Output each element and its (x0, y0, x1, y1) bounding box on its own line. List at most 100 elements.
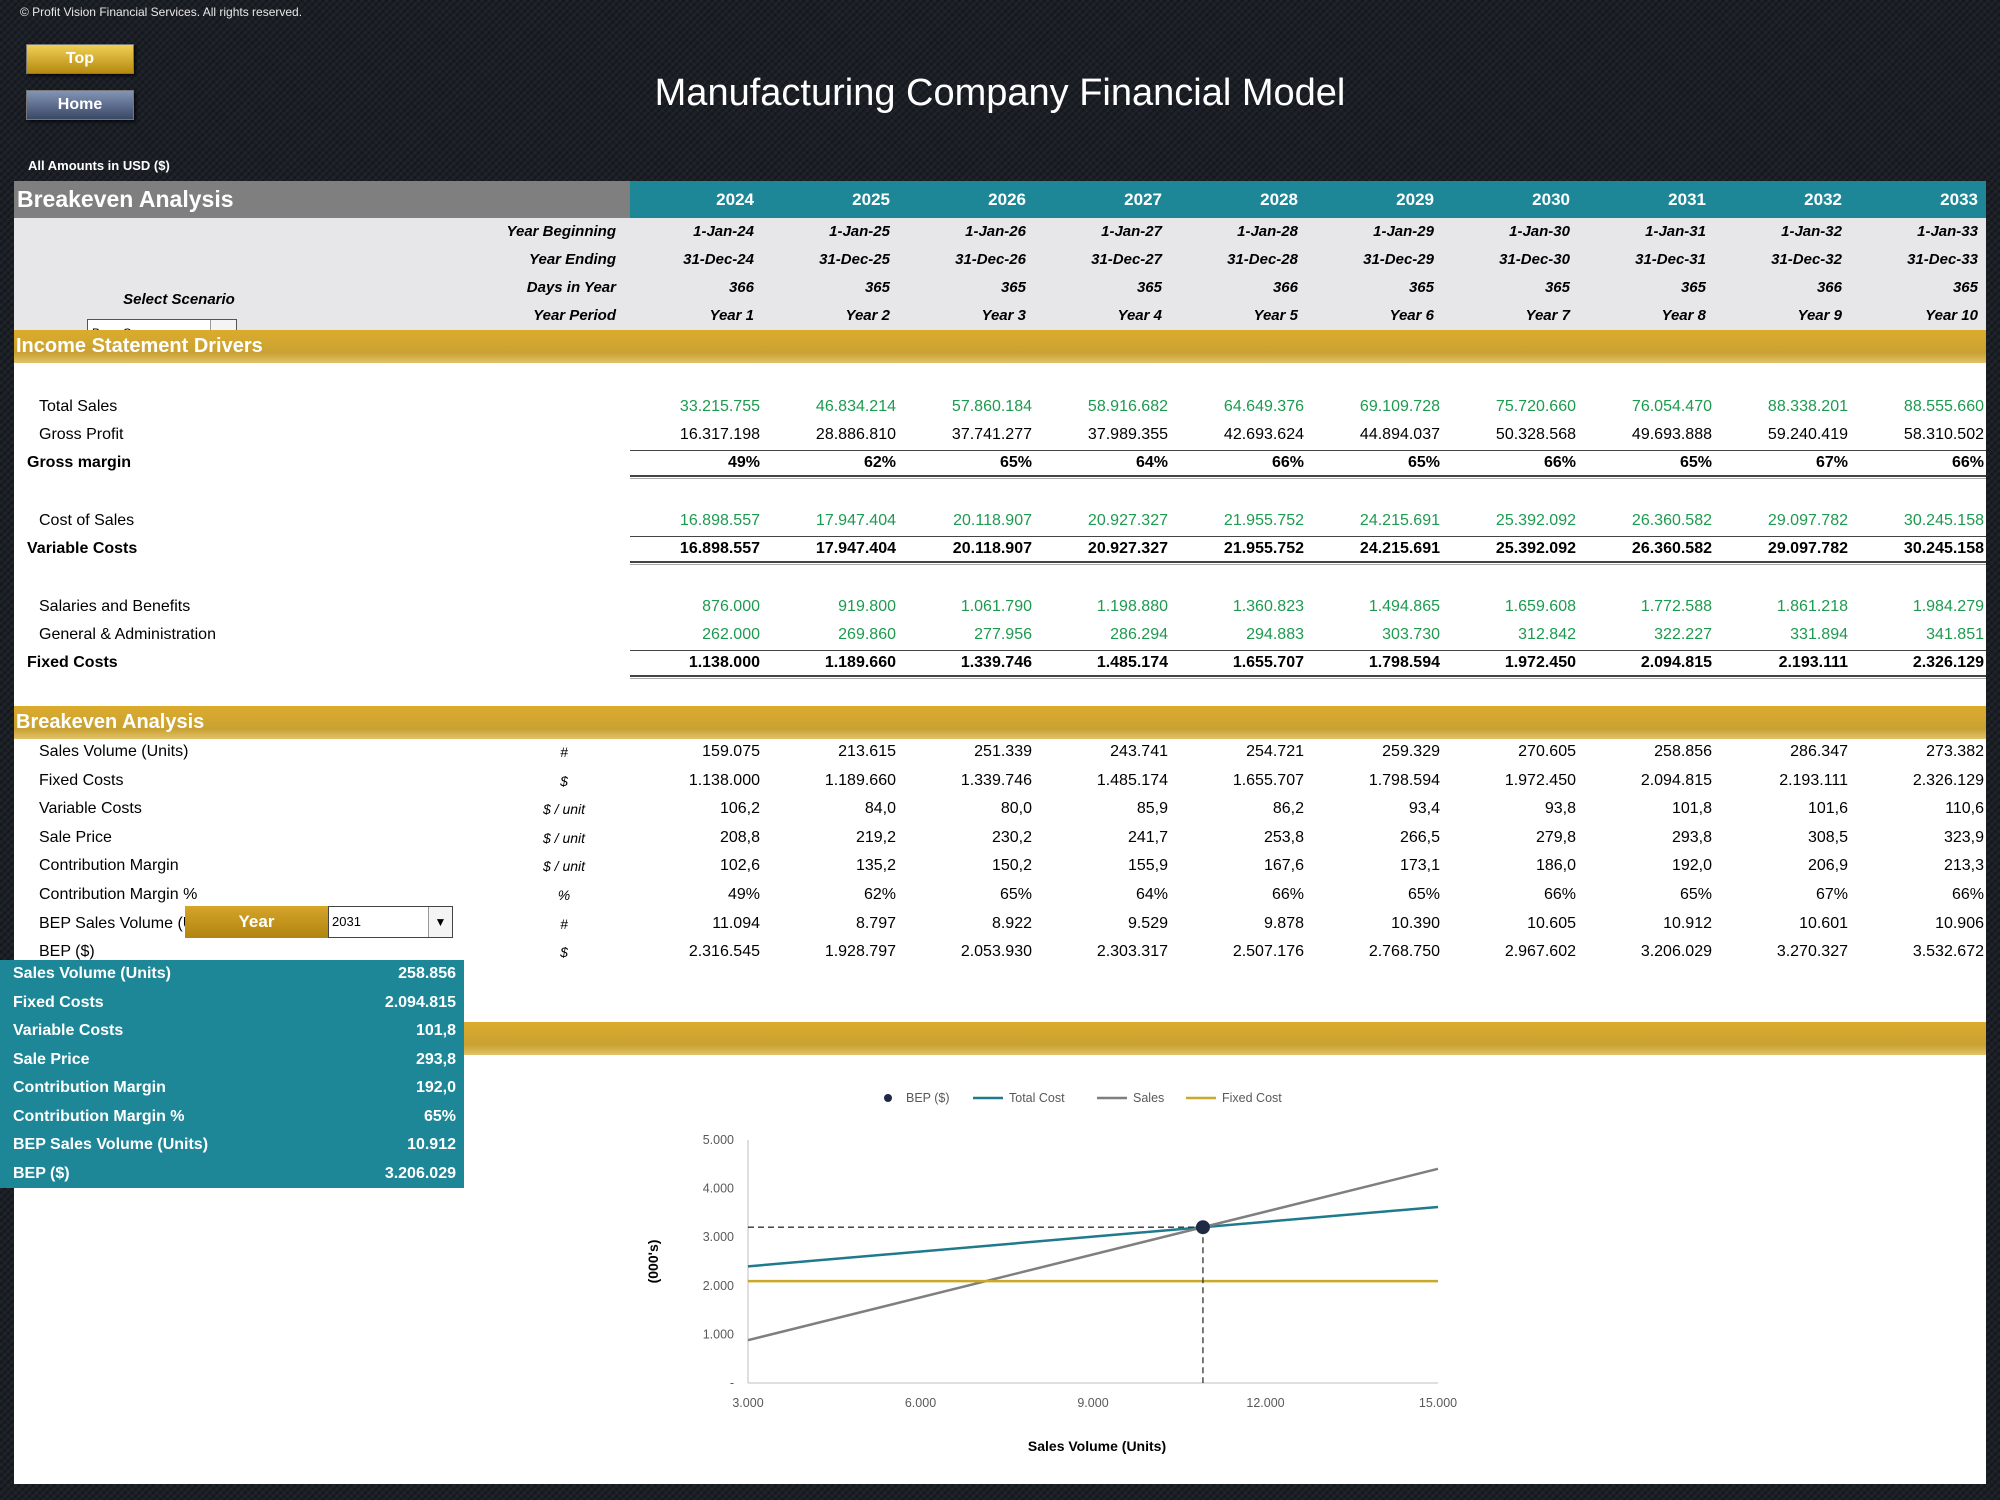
row-label: Total Sales (39, 398, 118, 415)
value-cell: 46.834.214 (815, 398, 896, 415)
value-cell: 1.198.880 (1096, 598, 1168, 615)
x-axis-label: Sales Volume (Units) (1028, 1438, 1166, 1454)
value-cell: 31-Dec-25 (819, 251, 890, 268)
value-cell: 251.339 (974, 743, 1032, 760)
year-header-cell: 2031 (1668, 190, 1706, 209)
year-header-cell: 2028 (1260, 190, 1298, 209)
summary-label: BEP ($) (13, 1164, 70, 1182)
value-cell: 62% (863, 454, 896, 471)
row-label: Sale Price (39, 828, 112, 846)
amounts-note: All Amounts in USD ($) (28, 158, 170, 173)
value-cell: 1-Jan-29 (1373, 223, 1434, 240)
legend-label: Sales (1133, 1091, 1164, 1105)
value-cell: 2.303.317 (1096, 943, 1168, 961)
breakeven-row: Contribution Margin $ / unit 102,6 135,2 150… (14, 855, 1986, 877)
total-underline (630, 675, 1986, 679)
year-header-cell: 2027 (1124, 190, 1162, 209)
summary-value: 293,8 (415, 1050, 456, 1068)
total-underline (630, 475, 1986, 479)
value-cell: 312.842 (1518, 626, 1576, 643)
home-button[interactable]: Home (26, 90, 134, 120)
value-cell: 1.138.000 (688, 771, 760, 789)
value-cell: 31-Dec-30 (1499, 251, 1570, 268)
value-cell: 192,0 (1671, 857, 1712, 875)
row-label: Contribution Margin (39, 857, 179, 875)
summary-label: Contribution Margin (13, 1079, 166, 1096)
chevron-down-icon[interactable]: ▼ (428, 907, 452, 937)
subtotal-line (630, 650, 1986, 651)
value-cell: 1.798.594 (1368, 771, 1440, 789)
value-cell: 1-Jan-24 (693, 223, 754, 240)
value-cell: 2.316.545 (688, 943, 760, 961)
value-cell: 150,2 (991, 857, 1032, 875)
value-cell: 365 (1952, 279, 1978, 296)
value-cell: 213.615 (838, 743, 896, 760)
value-cell: 1.138.000 (688, 654, 760, 671)
value-cell: 173,1 (1399, 857, 1440, 875)
value-cell: 366 (728, 279, 754, 296)
value-cell: 85,9 (1136, 800, 1168, 818)
year-header: 2024 2025 2026 2027 2028 2029 2030 2031 2032 2033 (630, 181, 1986, 218)
value-cell: 93,8 (1544, 800, 1576, 818)
value-cell: 2.193.111 (1779, 771, 1848, 789)
row-unit: # (560, 744, 568, 760)
row-unit: $ / unit (542, 858, 586, 875)
value-cell: 206,9 (1807, 857, 1848, 875)
row-label: Gross Profit (39, 426, 124, 443)
year-header-cell: 2033 (1940, 190, 1978, 209)
value-cell: 88.338.201 (1767, 398, 1848, 415)
year-header-cell: 2026 (988, 190, 1026, 209)
value-cell: 31-Dec-33 (1907, 251, 1978, 268)
value-cell: 86,2 (1272, 800, 1304, 818)
value-cell: 266,5 (1399, 828, 1440, 846)
value-cell: 16.898.557 (679, 540, 760, 557)
value-cell: 31-Dec-28 (1227, 251, 1298, 268)
value-cell: 277.956 (974, 626, 1032, 643)
date-row-begin: Year Beginning 1-Jan-24 1-Jan-25 1-Jan-26 1-… (14, 218, 1986, 246)
y-tick-label: 1.000 (703, 1327, 734, 1341)
value-cell: 308,5 (1807, 828, 1848, 846)
value-cell: 1.485.174 (1096, 654, 1168, 671)
value-cell: 10.912 (1663, 914, 1712, 932)
row-label: Variable Costs (27, 540, 138, 557)
value-cell: 1.798.594 (1368, 654, 1440, 671)
summary-value: 101,8 (415, 1022, 456, 1039)
value-cell: 365 (864, 279, 890, 296)
date-row-label: Year Period (533, 307, 616, 324)
value-cell: 101,6 (1807, 800, 1848, 818)
top-button[interactable]: Top (26, 44, 134, 74)
value-cell: 259.329 (1382, 743, 1440, 760)
value-cell: Year 1 (709, 307, 754, 324)
value-cell: 8.922 (991, 914, 1032, 932)
y-tick-label: - (730, 1376, 734, 1390)
value-cell: 365 (1000, 279, 1026, 296)
y-axis-label: (000's) (645, 1240, 661, 1284)
value-cell: 31-Dec-26 (955, 251, 1026, 268)
year-dropdown[interactable]: 2031 ▼ (328, 906, 453, 938)
value-cell: 3.206.029 (1640, 943, 1712, 961)
value-cell: 230,2 (991, 828, 1032, 846)
value-cell: 341.851 (1926, 626, 1984, 643)
value-cell: 30.245.158 (1903, 512, 1984, 529)
value-cell: 65% (999, 886, 1032, 903)
value-cell: 1.485.174 (1096, 771, 1168, 789)
value-cell: 31-Dec-32 (1771, 251, 1842, 268)
income-row: Variable Costs 16.898.557 17.947.404 20.118… (14, 538, 1986, 560)
year-header-cell: 2025 (852, 190, 890, 209)
legend-marker (884, 1094, 892, 1102)
value-cell: Year 5 (1253, 307, 1298, 324)
date-row-days: Days in Year 366 365 365 365 366 365 365 365 366 3… (14, 274, 1986, 302)
total-underline (630, 561, 1986, 565)
year-label-button[interactable]: Year (185, 906, 328, 938)
value-cell: 31-Dec-24 (683, 251, 754, 268)
value-cell: 155,9 (1127, 857, 1168, 875)
value-cell: 1.360.823 (1232, 598, 1304, 615)
value-cell: 65% (1679, 886, 1712, 903)
income-row: Total Sales 33.215.755 46.834.214 57.860.18… (14, 396, 1986, 418)
summary-value: 65% (423, 1107, 456, 1125)
value-cell: 303.730 (1382, 626, 1440, 643)
section-income-statement: Income Statement Drivers (14, 330, 1986, 363)
breakeven-row: Sale Price $ / unit 208,8 219,2 230,2 241,7 25… (14, 827, 1986, 849)
value-cell: 1.189.660 (824, 771, 896, 789)
value-cell: 65% (1407, 454, 1440, 471)
